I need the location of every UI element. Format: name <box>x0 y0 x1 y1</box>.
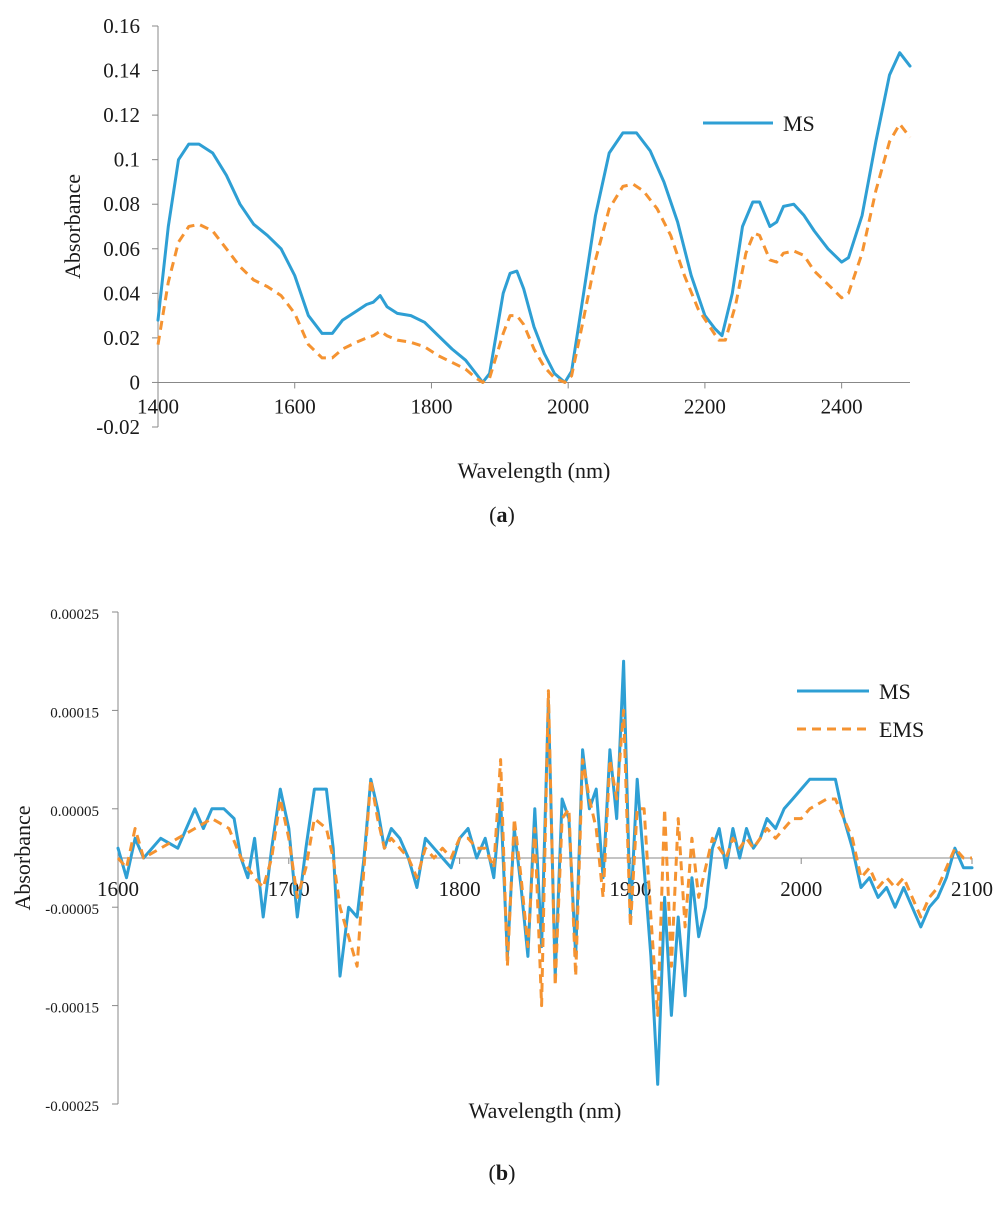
y-tick-label: 0.14 <box>103 59 140 83</box>
legend-label-ms: MS <box>879 679 911 704</box>
y-tick-label: 0.04 <box>103 281 140 305</box>
y-tick-label: 0.00015 <box>50 705 99 721</box>
y-tick-label: -0.02 <box>96 415 140 439</box>
chart-panel-b: -0.00025 -0.00015 -0.00005 0.00005 0.00015 0.… <box>10 607 993 1185</box>
x-tick-label: 1400 <box>137 394 179 418</box>
legend-label-ems: EMS <box>879 717 924 742</box>
x-tick-label: 1800 <box>410 394 452 418</box>
y-tick-label: 0.02 <box>103 326 140 350</box>
y-tick-label: 0.00005 <box>50 804 99 820</box>
y-tick-label: -0.00005 <box>45 902 99 918</box>
panel-caption-a: (a) <box>489 502 515 527</box>
x-tick-label: 1600 <box>274 394 316 418</box>
x-axis-title: Wavelength (nm) <box>458 458 611 483</box>
x-tick-label: 1800 <box>439 877 481 901</box>
y-tick-label: 0.08 <box>103 192 140 216</box>
chart-panel-a: -0.02 0 0.02 0.04 0.06 0.08 0.1 0.12 0.14 0.16 140… <box>60 14 912 527</box>
x-tick-label: 1600 <box>97 877 139 901</box>
series-line-ms <box>156 51 912 384</box>
y-tick-label: 0.06 <box>103 237 140 261</box>
x-tick-label: 2000 <box>780 877 822 901</box>
panel-caption-b: (b) <box>489 1160 516 1185</box>
y-axis-title: Absorbance <box>10 805 35 910</box>
y-tick-label: 0.12 <box>103 103 140 127</box>
legend-label-ms: MS <box>783 111 815 136</box>
y-tick-label: 0.1 <box>114 148 140 172</box>
x-tick-label: 2200 <box>684 394 726 418</box>
series-line-ms <box>116 659 974 1086</box>
x-tick-label: 2000 <box>547 394 589 418</box>
y-tick-label: 0.00025 <box>50 607 99 623</box>
y-axis-title: Absorbance <box>60 174 85 279</box>
y-tick-label: -0.00025 <box>45 1099 99 1115</box>
x-tick-label: 2100 <box>951 877 993 901</box>
x-tick-label: 2400 <box>821 394 863 418</box>
y-tick-label: 0.16 <box>103 14 140 38</box>
series-line-ems <box>116 689 972 1017</box>
y-tick-label: 0 <box>130 370 141 394</box>
series-line-unnamed-1 <box>156 122 912 384</box>
x-tick-label: 1700 <box>268 877 310 901</box>
y-tick-label: -0.00015 <box>45 1001 99 1017</box>
x-axis-title: Wavelength (nm) <box>469 1098 622 1123</box>
